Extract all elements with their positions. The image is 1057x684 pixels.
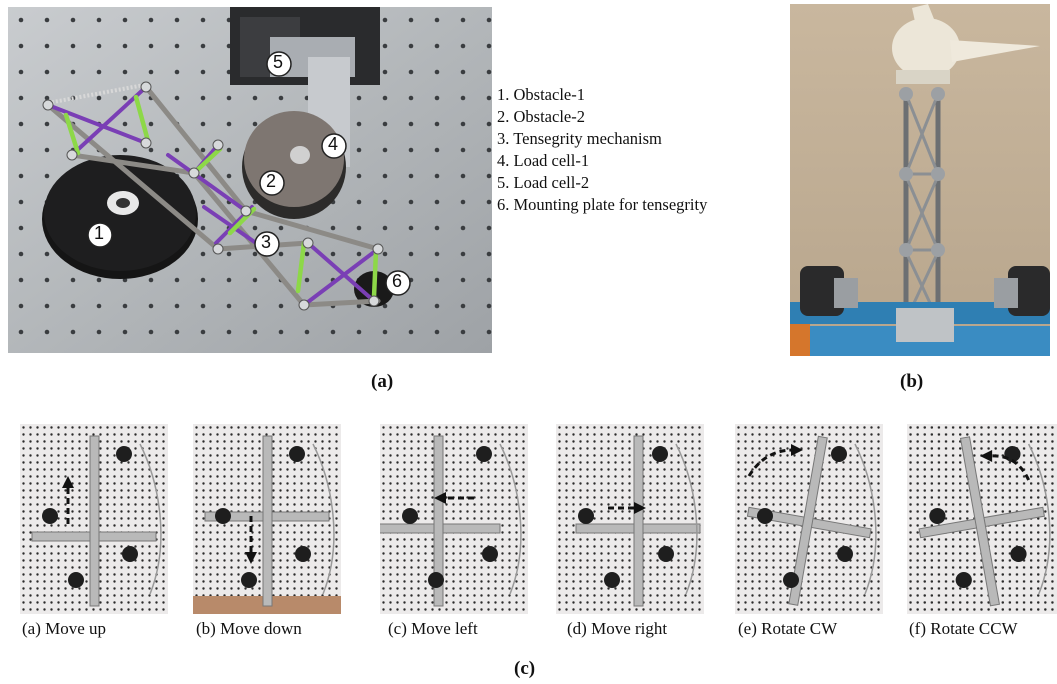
panel-c-photo-move-up xyxy=(20,424,168,614)
panel-a-photo: 1 2 3 4 5 6 xyxy=(8,7,492,353)
marker-2: 2 xyxy=(266,171,277,191)
legend-item-6: 6. Mounting plate for tensegrity xyxy=(497,195,708,214)
legend-item-1: 1. Obstacle-1 xyxy=(497,85,585,104)
panel-b-illustration xyxy=(790,4,1050,356)
panel-c-illustration-rotate-cw xyxy=(735,424,883,614)
marker-1: 1 xyxy=(94,223,105,243)
panel-a-legend: 1. Obstacle-1 2. Obstacle-2 3. Tensegrit… xyxy=(497,84,707,216)
caption-rotate-ccw: (f) Rotate CCW xyxy=(909,619,1018,638)
panel-a-label: (a) xyxy=(371,371,394,392)
panel-b-photo xyxy=(790,4,1050,356)
panel-b-label: (b) xyxy=(900,371,924,392)
caption-move-down: (b) Move down xyxy=(196,619,302,638)
panel-c-photo-move-down xyxy=(193,424,341,614)
panel-a-illustration xyxy=(8,7,492,353)
caption-move-right: (d) Move right xyxy=(567,619,668,638)
caption-rotate-cw: (e) Rotate CW xyxy=(738,619,838,638)
legend-item-4: 4. Load cell-1 xyxy=(497,151,590,170)
marker-6: 6 xyxy=(392,271,403,291)
panel-c-illustration-move-left xyxy=(380,424,528,614)
marker-4: 4 xyxy=(328,134,339,154)
panel-c-photo-rotate-cw xyxy=(735,424,883,614)
legend-item-3: 3. Tensegrity mechanism xyxy=(497,129,662,148)
panel-c-photo-move-left xyxy=(380,424,528,614)
panel-c-illustration-move-down xyxy=(193,424,341,614)
panel-c-illustration-move-up xyxy=(20,424,168,614)
marker-3: 3 xyxy=(261,232,272,252)
panel-c-label: (c) xyxy=(514,658,536,679)
legend-item-5: 5. Load cell-2 xyxy=(497,173,590,192)
caption-move-left: (c) Move left xyxy=(388,619,478,638)
legend-item-2: 2. Obstacle-2 xyxy=(497,107,585,126)
panel-c-photo-move-right xyxy=(556,424,704,614)
panel-c-photo-rotate-ccw xyxy=(907,424,1057,614)
panel-c-illustration-move-right xyxy=(556,424,704,614)
caption-move-up: (a) Move up xyxy=(22,619,107,638)
marker-5: 5 xyxy=(273,52,284,72)
panel-c-illustration-rotate-ccw xyxy=(907,424,1057,614)
